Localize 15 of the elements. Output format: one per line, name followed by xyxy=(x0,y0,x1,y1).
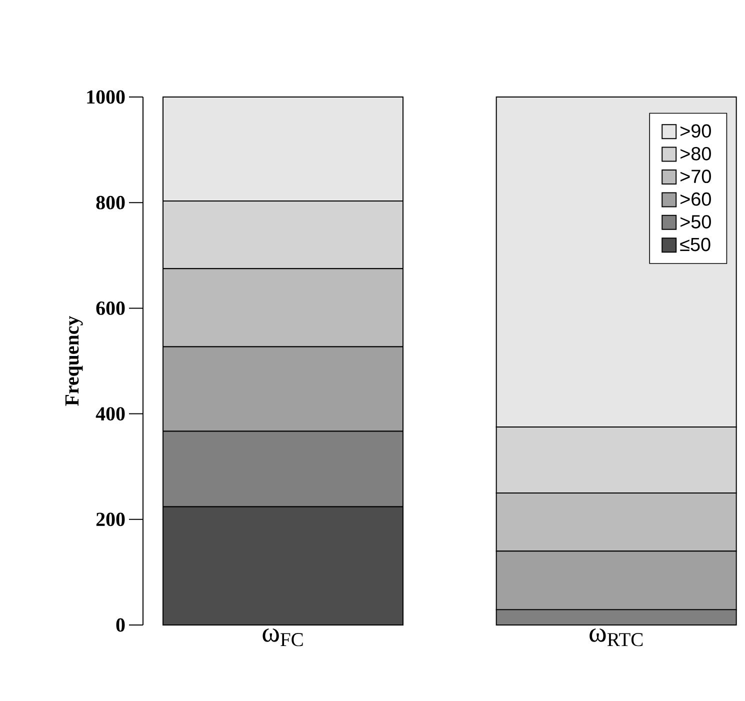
legend-label: >70 xyxy=(680,170,711,184)
x-tick-label: ω$_{RTC}$ xyxy=(590,628,643,646)
y-tick-label: 0 xyxy=(116,618,125,632)
legend-label: ≤50 xyxy=(680,238,710,252)
legend-label: >60 xyxy=(680,192,711,206)
y-tick-label: 600 xyxy=(96,301,125,315)
y-tick-label: 800 xyxy=(96,196,125,210)
y-tick-label: 1000 xyxy=(87,90,125,104)
y-tick-label: 400 xyxy=(96,407,125,421)
legend-label: >90 xyxy=(680,124,711,138)
y-tick-label: 200 xyxy=(96,512,125,526)
x-tick-label: ω$_{FC}$ xyxy=(262,628,303,646)
y-axis-title: Frequency xyxy=(65,316,83,406)
legend-label: >80 xyxy=(680,146,711,160)
legend-label: >50 xyxy=(680,215,711,228)
